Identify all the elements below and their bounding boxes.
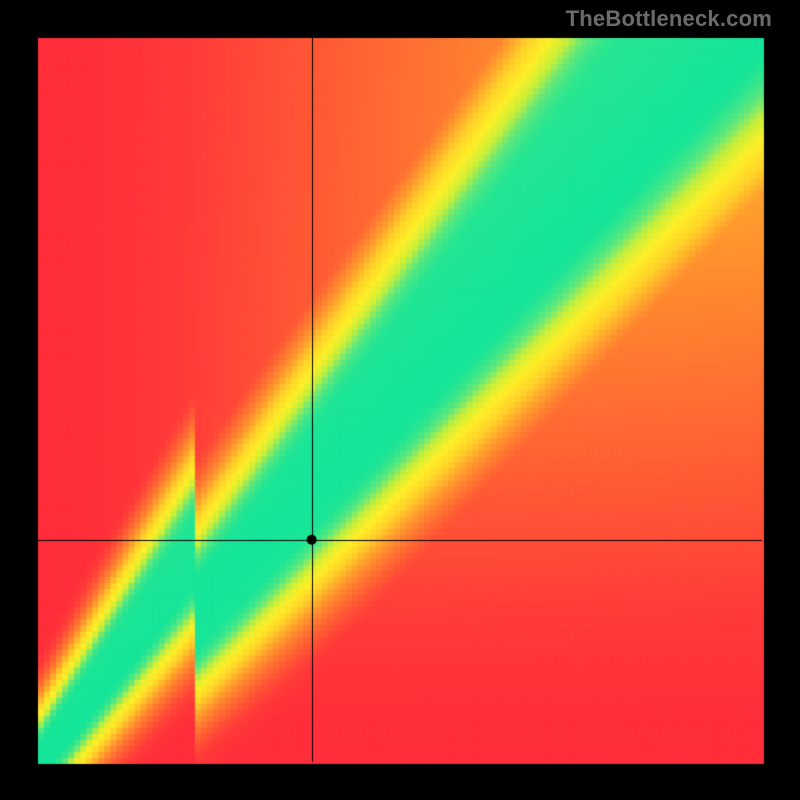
figure-root: TheBottleneck.com xyxy=(0,0,800,800)
watermark-text: TheBottleneck.com xyxy=(566,6,772,32)
heatmap-canvas xyxy=(0,0,800,800)
